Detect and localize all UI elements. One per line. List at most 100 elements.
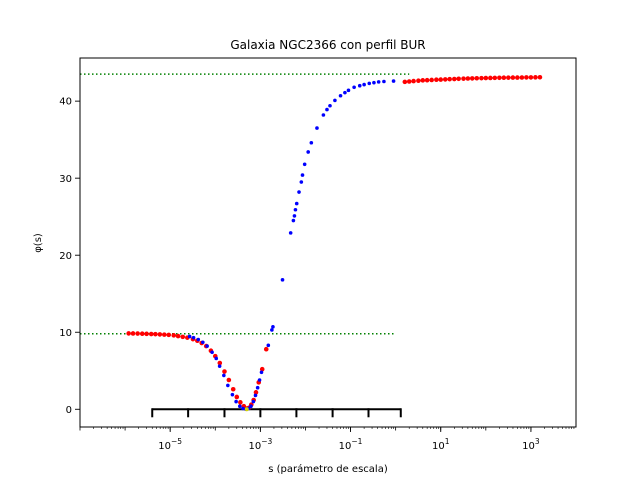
x-tick-label-2: 10−1 xyxy=(339,437,363,452)
point-s0-33 xyxy=(259,366,265,372)
point-s1-4 xyxy=(205,344,209,348)
point-s1-37 xyxy=(315,126,319,130)
axes: 10−5 10−3 10−1 101 103 0 10 20 30 40 xyxy=(59,57,577,452)
point-s1-48 xyxy=(367,81,372,86)
x-tick-label-4: 103 xyxy=(522,437,540,452)
point-s0-24 xyxy=(234,394,240,400)
point-s0-58 xyxy=(506,75,511,80)
data-points xyxy=(126,74,543,412)
point-s1-7 xyxy=(217,364,222,368)
point-s1-0 xyxy=(187,334,192,339)
point-s2-0 xyxy=(244,407,249,412)
point-s1-34 xyxy=(302,162,307,167)
point-s0-63 xyxy=(528,75,534,80)
point-s0-62 xyxy=(524,75,529,80)
point-s0-49 xyxy=(465,76,471,81)
point-s0-3 xyxy=(139,331,145,337)
point-s1-3 xyxy=(201,340,205,345)
point-s0-11 xyxy=(175,333,181,339)
point-s1-44 xyxy=(346,88,351,93)
point-s1-33 xyxy=(300,173,305,177)
point-s1-28 xyxy=(292,214,297,218)
point-s0-46 xyxy=(452,76,457,82)
point-s1-1 xyxy=(191,335,196,340)
point-s0-0 xyxy=(126,331,131,336)
plot-frame xyxy=(79,57,577,428)
point-s0-5 xyxy=(148,331,154,337)
point-s1-11 xyxy=(234,399,238,404)
point-s1-13 xyxy=(241,406,245,411)
bracket-marker xyxy=(151,408,402,418)
point-s0-10 xyxy=(171,333,177,338)
point-s1-6 xyxy=(214,356,219,361)
point-s0-45 xyxy=(447,76,452,82)
point-s0-9 xyxy=(166,332,172,338)
point-s0-61 xyxy=(519,75,525,80)
point-s1-26 xyxy=(288,231,293,235)
point-s0-54 xyxy=(488,75,493,81)
point-s0-39 xyxy=(420,78,426,83)
point-s0-47 xyxy=(456,76,461,82)
point-s0-65 xyxy=(537,74,543,80)
y-tick-label-0: 0 xyxy=(66,405,72,416)
point-s0-41 xyxy=(429,77,434,83)
point-s1-40 xyxy=(328,103,332,108)
point-s0-38 xyxy=(416,78,421,84)
point-s0-59 xyxy=(510,75,516,80)
point-s0-7 xyxy=(157,332,163,337)
point-s0-35 xyxy=(402,79,408,85)
point-s1-12 xyxy=(238,404,242,409)
point-s1-52 xyxy=(391,79,396,83)
point-s1-18 xyxy=(253,393,258,398)
point-s0-56 xyxy=(497,75,502,81)
point-s1-39 xyxy=(325,107,329,112)
point-s0-40 xyxy=(424,77,430,83)
point-s1-10 xyxy=(230,392,235,397)
point-s0-8 xyxy=(161,332,167,337)
point-s0-53 xyxy=(483,75,489,81)
point-s0-50 xyxy=(469,76,475,81)
x-tick-label-0: 10−5 xyxy=(158,437,182,452)
point-s1-47 xyxy=(362,82,366,87)
point-s0-51 xyxy=(474,75,480,81)
point-s1-43 xyxy=(343,90,347,95)
point-s0-6 xyxy=(153,331,158,337)
point-s0-31 xyxy=(253,390,259,395)
point-s1-42 xyxy=(338,93,343,98)
point-s0-44 xyxy=(442,77,448,82)
point-s0-25 xyxy=(238,400,243,405)
point-s1-25 xyxy=(280,278,285,282)
x-axis-label: s (parámetro de escala) xyxy=(268,463,388,475)
point-s0-34 xyxy=(263,346,269,352)
point-s0-43 xyxy=(438,77,444,82)
point-s1-45 xyxy=(352,85,356,90)
point-s1-49 xyxy=(372,80,376,85)
y-axis-label: φ(s) xyxy=(33,233,44,253)
y-tick-label-4: 40 xyxy=(59,97,72,108)
point-s1-31 xyxy=(297,190,301,194)
point-s0-21 xyxy=(222,369,227,374)
point-s1-46 xyxy=(357,83,362,88)
point-s1-30 xyxy=(294,201,299,206)
point-s1-32 xyxy=(299,180,304,184)
point-s1-5 xyxy=(210,350,214,355)
point-s0-22 xyxy=(226,377,232,383)
point-s0-2 xyxy=(135,331,140,336)
point-s0-1 xyxy=(130,331,136,336)
point-s1-24 xyxy=(271,325,275,329)
y-tick-label-2: 20 xyxy=(59,251,72,262)
point-s1-2 xyxy=(196,337,201,342)
point-s1-20 xyxy=(257,378,262,382)
point-s1-16 xyxy=(249,404,253,409)
y-tick-label-1: 10 xyxy=(59,328,72,339)
point-s0-23 xyxy=(230,386,236,392)
point-s0-55 xyxy=(492,75,498,81)
point-s0-37 xyxy=(411,78,416,84)
point-s1-21 xyxy=(259,370,264,375)
point-s0-48 xyxy=(461,76,466,81)
point-s1-38 xyxy=(321,113,326,117)
point-s0-36 xyxy=(406,79,412,84)
point-s1-22 xyxy=(266,343,271,348)
